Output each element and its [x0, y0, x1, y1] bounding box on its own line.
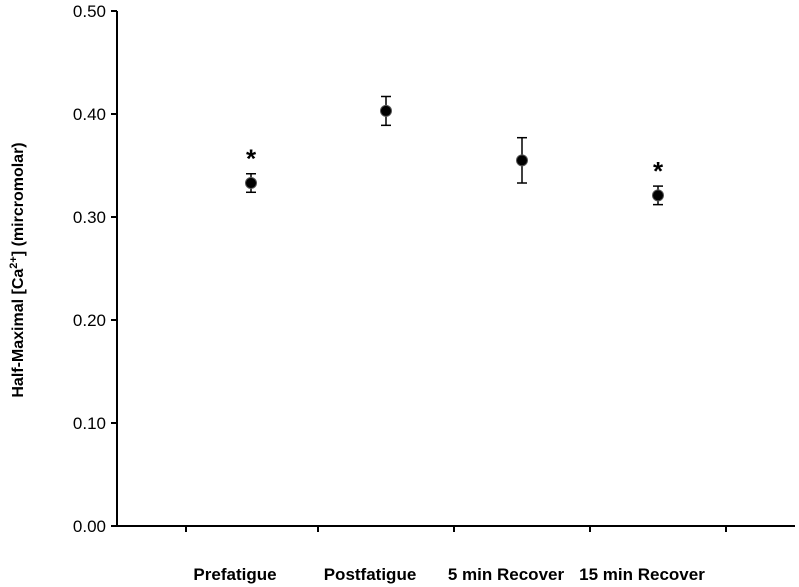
y-axis: 0.00 0.10 0.20 0.30 0.40 0.50	[73, 2, 118, 536]
y-tick-label: 0.10	[73, 414, 106, 433]
x-category-label: 15 min Recover	[579, 565, 705, 584]
y-tick-label: 0.50	[73, 2, 106, 21]
y-tick-label: 0.20	[73, 311, 106, 330]
y-tick-label: 0.40	[73, 105, 106, 124]
x-category-label: Prefatigue	[193, 565, 276, 584]
data-point	[245, 177, 257, 190]
data-point	[652, 189, 664, 202]
x-axis: Prefatigue Postfatigue 5 min Recover 15 min…	[117, 525, 795, 584]
x-category-label: 5 min Recover	[448, 565, 565, 584]
significance-marker: *	[246, 144, 257, 174]
data-point	[516, 154, 528, 167]
y-axis-title: Half-Maximal [Ca2+] (mircromolar)	[8, 142, 27, 397]
data-points: * *	[245, 95, 664, 206]
data-point	[380, 104, 392, 117]
x-category-label: Postfatigue	[324, 565, 417, 584]
y-tick-label: 0.30	[73, 208, 106, 227]
y-tick-label: 0.00	[73, 517, 106, 536]
significance-marker: *	[653, 156, 664, 186]
